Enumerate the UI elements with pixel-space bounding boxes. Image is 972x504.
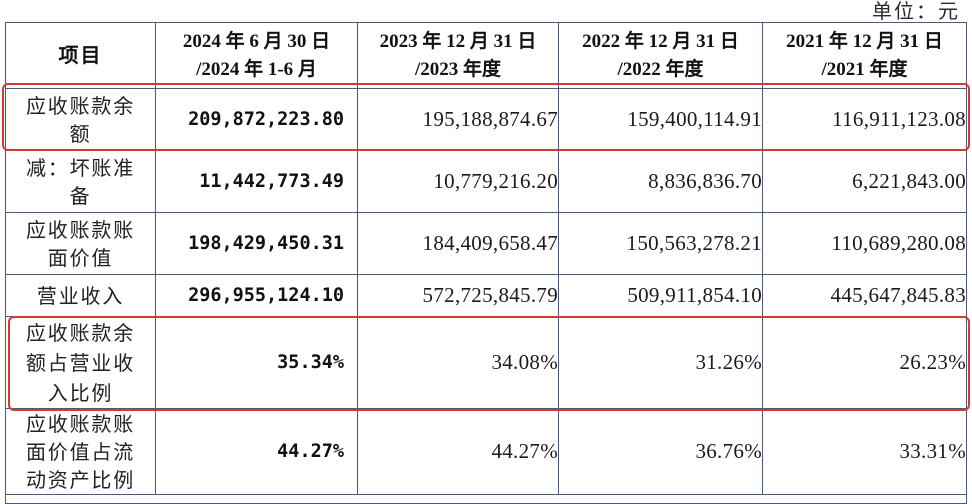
column-header-period: 2023 年 12 月 31 日 /2023 年度 [357, 22, 559, 89]
table-header-row: 项目 2024 年 6 月 30 日 /2024 年 1-6 月 2023 年 … [5, 22, 967, 89]
value-cell: 184,409,658.47 [357, 212, 559, 275]
period-line-1: 2024 年 6 月 30 日 [182, 30, 331, 52]
table-row: 营业收入 296,955,124.10 572,725,845.79 509,9… [5, 274, 967, 317]
value-cell: 195,188,874.67 [357, 88, 559, 151]
column-header-period: 2024 年 6 月 30 日 /2024 年 1-6 月 [155, 22, 358, 89]
column-header-period: 2021 年 12 月 31 日 /2021 年度 [762, 22, 967, 89]
unit-label: 单位：元 [872, 1, 960, 23]
period-line-1: 2023 年 12 月 31 日 [379, 30, 537, 52]
value-cell: 36.76% [558, 408, 763, 495]
row-label: 应收账款账面价值 [26, 217, 135, 270]
row-label: 应收账款余额占营业收入比例 [26, 320, 135, 405]
value-cell: 8,836,836.70 [558, 150, 763, 213]
value-cell: 11,442,773.49 [155, 150, 358, 213]
value-cell: 31.26% [558, 316, 763, 409]
value-cell: 110,689,280.08 [762, 212, 967, 275]
period-line-2: /2022 年度 [617, 58, 704, 80]
period-line-2: /2024 年 1-6 月 [196, 58, 317, 80]
row-label-cell: 应收账款账面价值 [5, 212, 156, 275]
value-cell: 44.27% [357, 408, 559, 495]
value-cell: 150,563,278.21 [558, 212, 763, 275]
row-label-cell: 减：坏账准备 [5, 150, 156, 213]
row-label: 应收账款账面价值占流动资产比例 [26, 411, 135, 492]
value-cell: 33.31% [762, 408, 967, 495]
period-line-1: 2021 年 12 月 31 日 [786, 30, 943, 52]
column-header-item: 项目 [5, 22, 156, 89]
row-label-cell: 应收账款余额 [5, 88, 156, 151]
table-row-cut-off [5, 494, 967, 504]
table-row: 减：坏账准备 11,442,773.49 10,779,216.20 8,836… [5, 150, 967, 213]
value-cell: 10,779,216.20 [357, 150, 559, 213]
value-cell: 35.34% [155, 316, 358, 409]
period-line-2: /2023 年度 [414, 58, 502, 80]
period-line-1: 2022 年 12 月 31 日 [582, 30, 739, 52]
value-cell: 509,911,854.10 [558, 274, 763, 317]
row-label-cell: 应收账款账面价值占流动资产比例 [5, 408, 156, 495]
value-cell: 26.23% [762, 316, 967, 409]
financial-table: 项目 2024 年 6 月 30 日 /2024 年 1-6 月 2023 年 … [5, 22, 967, 504]
value-cell: 44.27% [155, 408, 358, 495]
table-row: 应收账款账面价值 198,429,450.31 184,409,658.47 1… [5, 212, 967, 275]
period-line-2: /2021 年度 [821, 58, 908, 80]
row-label: 应收账款余额 [26, 93, 135, 146]
value-cell: 445,647,845.83 [762, 274, 967, 317]
value-cell: 572,725,845.79 [357, 274, 559, 317]
table-row: 应收账款余额占营业收入比例 35.34% 34.08% 31.26% 26.23… [5, 316, 967, 409]
table-row: 应收账款余额 209,872,223.80 195,188,874.67 159… [5, 88, 967, 151]
value-cell: 116,911,123.08 [762, 88, 967, 151]
row-label-cell: 应收账款余额占营业收入比例 [5, 316, 156, 409]
column-header-period: 2022 年 12 月 31 日 /2022 年度 [558, 22, 763, 89]
table-row: 应收账款账面价值占流动资产比例 44.27% 44.27% 36.76% 33.… [5, 408, 967, 495]
value-cell: 159,400,114.91 [558, 88, 763, 151]
cut-off-cell [5, 494, 967, 504]
row-label: 减：坏账准备 [26, 155, 135, 208]
row-label: 营业收入 [36, 283, 125, 308]
value-cell: 34.08% [357, 316, 559, 409]
value-cell: 198,429,450.31 [155, 212, 358, 275]
value-cell: 209,872,223.80 [155, 88, 358, 151]
value-cell: 296,955,124.10 [155, 274, 358, 317]
value-cell: 6,221,843.00 [762, 150, 967, 213]
row-label-cell: 营业收入 [5, 274, 156, 317]
